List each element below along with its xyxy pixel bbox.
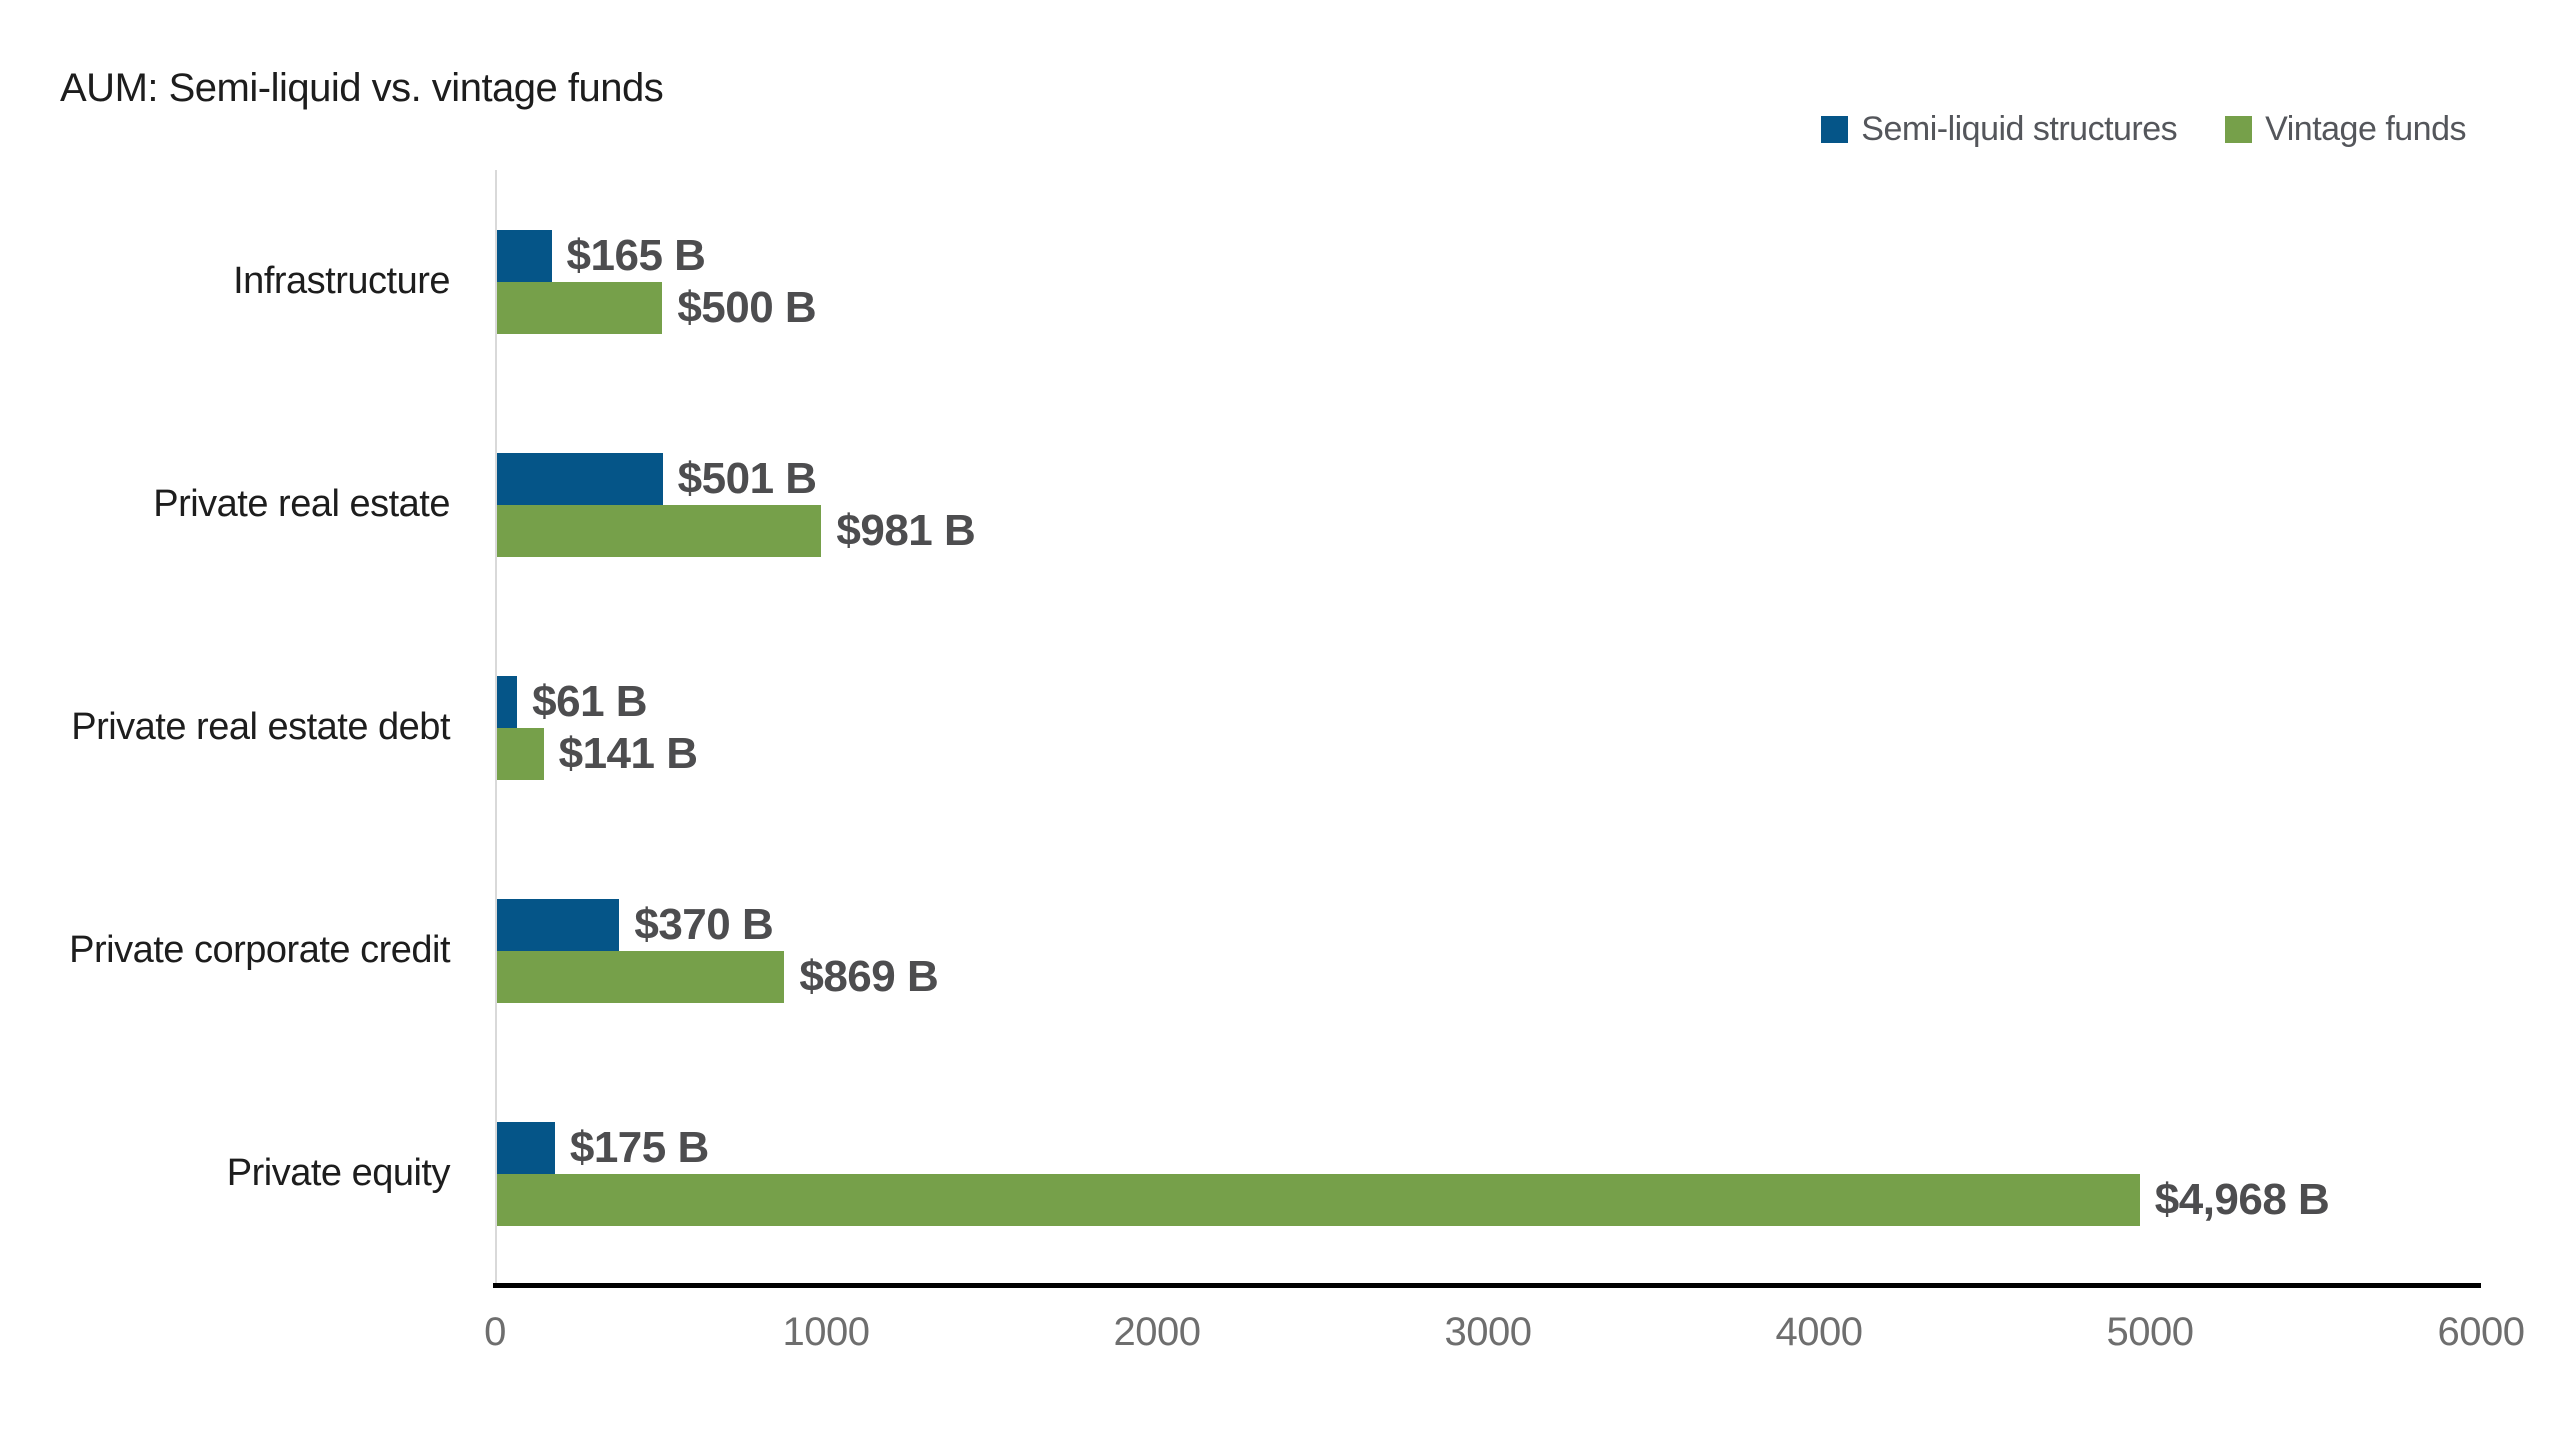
category-label: Private equity: [226, 1152, 451, 1194]
bar-pair-row: $165 B $500 B: [497, 170, 2481, 393]
bar-vintage-funds: [497, 727, 544, 780]
bar-semi-liquid: [497, 1121, 555, 1174]
x-axis-tick-labels: 0 1000 2000 3000 4000 5000 6000: [484, 1310, 2525, 1360]
value-label: $500 B: [677, 282, 817, 332]
x-tick-label: 1000: [782, 1310, 870, 1354]
bar-line: $981 B: [497, 504, 2481, 557]
value-label: $370 B: [634, 899, 774, 949]
value-label: $165 B: [566, 230, 706, 280]
value-label: $501 B: [677, 453, 817, 503]
chart-title: AUM: Semi-liquid vs. vintage funds: [60, 66, 664, 110]
x-tick-label: 3000: [1444, 1310, 1532, 1354]
legend-item-semi-liquid: Semi-liquid structures: [1821, 110, 2178, 149]
category-label: Private corporate credit: [69, 929, 450, 971]
category-label: Private real estate debt: [71, 706, 450, 748]
x-tick-label: 5000: [2106, 1310, 2194, 1354]
bar-line: $4,968 B: [497, 1173, 2481, 1226]
bar-line: $141 B: [497, 727, 2481, 780]
value-label: $175 B: [569, 1122, 709, 1172]
bar-vintage-funds: [497, 950, 785, 1003]
bar-semi-liquid: [497, 452, 663, 505]
bar-line: $370 B: [497, 898, 2481, 951]
bar-vintage-funds: [497, 281, 663, 334]
category-label: Private real estate: [153, 483, 450, 525]
value-label: $869 B: [799, 951, 939, 1001]
bar-vintage-funds: [497, 1173, 2140, 1226]
value-label: $141 B: [558, 728, 698, 778]
bar-line: $61 B: [497, 675, 2481, 728]
bar-semi-liquid: [497, 898, 620, 951]
bar-line: $501 B: [497, 452, 2481, 505]
bar-line: $500 B: [497, 281, 2481, 334]
category-axis: Infrastructure Private real estate Private…: [60, 170, 450, 1285]
x-tick-label: 6000: [2437, 1310, 2525, 1354]
value-label: $61 B: [532, 676, 648, 726]
bar-line: $175 B: [497, 1121, 2481, 1174]
legend: Semi-liquid structures Vintage funds: [1821, 110, 2466, 149]
bar-pair-row: $370 B $869 B: [497, 839, 2481, 1062]
bar-line: $869 B: [497, 950, 2481, 1003]
bar-pair-row: $61 B $141 B: [497, 616, 2481, 839]
x-tick-label: 4000: [1775, 1310, 1863, 1354]
legend-item-vintage-funds: Vintage funds: [2225, 110, 2466, 149]
bar-line: $165 B: [497, 229, 2481, 282]
legend-label-vintage-funds: Vintage funds: [2265, 110, 2466, 148]
value-label: $981 B: [836, 505, 976, 555]
legend-swatch-semi-liquid-icon: [1821, 116, 1849, 143]
bar-semi-liquid: [497, 229, 552, 282]
x-tick-label: 2000: [1113, 1310, 1201, 1354]
x-axis-line: [493, 1283, 2481, 1288]
bar-pair-row: $501 B $981 B: [497, 393, 2481, 616]
plot-area: $165 B $500 B $501 B $981 B $61 B $141 B $370 …: [493, 170, 2481, 1288]
legend-swatch-vintage-funds-icon: [2225, 116, 2253, 143]
category-label: Infrastructure: [233, 260, 450, 302]
x-tick-label: 0: [484, 1310, 506, 1354]
value-label: $4,968 B: [2154, 1174, 2330, 1224]
bar-semi-liquid: [497, 675, 518, 728]
bar-vintage-funds: [497, 504, 822, 557]
legend-label-semi-liquid: Semi-liquid structures: [1861, 110, 2178, 148]
bar-pair-row: $175 B $4,968 B: [497, 1062, 2481, 1285]
